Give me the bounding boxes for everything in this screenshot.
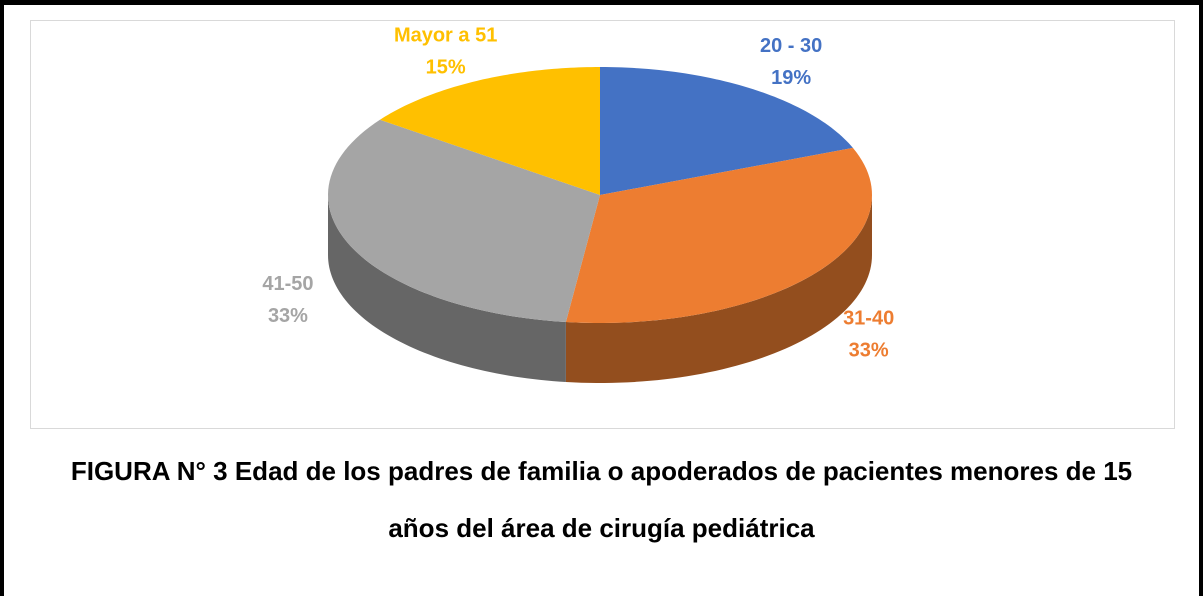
chart-title: FIGURA N° 3 Edad de los padres de famili… bbox=[70, 456, 1133, 543]
slice bbox=[379, 67, 600, 195]
slice-label: 31-40 bbox=[843, 307, 894, 329]
value-label: 33% bbox=[268, 305, 308, 327]
value-label: 33% bbox=[849, 339, 889, 361]
chart-area bbox=[30, 20, 1175, 429]
value-label: 15% bbox=[426, 57, 466, 79]
slice-label: 41-50 bbox=[262, 273, 313, 295]
chart: 20 - 30 19% 31-40 33% 41-50 33% Mayor a 51 15% bbox=[262, 25, 894, 383]
slice bbox=[565, 147, 872, 323]
slice bbox=[600, 67, 853, 195]
value-label: 19% bbox=[771, 67, 811, 89]
slice-label: Mayor a 51 bbox=[394, 25, 497, 47]
slice-side bbox=[565, 195, 872, 383]
slice bbox=[328, 119, 600, 322]
slice-label: 20 - 30 bbox=[760, 35, 822, 57]
slice-side bbox=[328, 195, 566, 382]
